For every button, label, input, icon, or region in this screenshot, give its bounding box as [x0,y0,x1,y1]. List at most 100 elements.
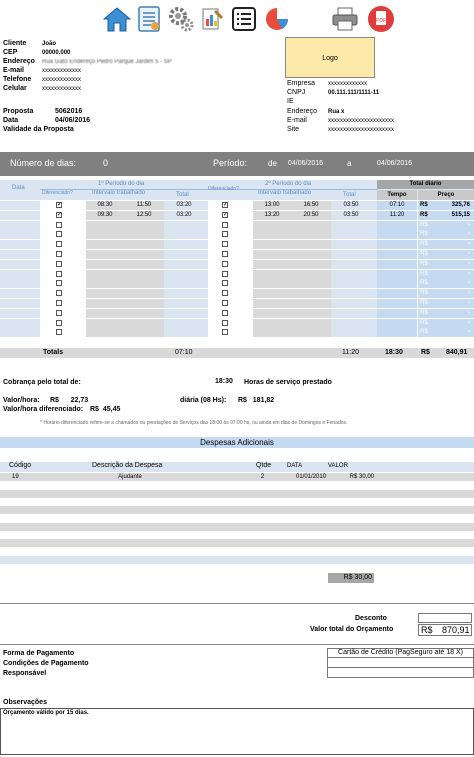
row-out2[interactable] [291,299,331,308]
desconto-input[interactable] [418,613,472,623]
report-button[interactable] [197,4,227,34]
row-in2[interactable] [253,221,291,230]
settings-button[interactable] [166,4,196,34]
row-in2[interactable] [253,309,291,318]
row-out2[interactable] [291,270,331,279]
diferenciado-checkbox[interactable] [222,251,228,257]
expense-row[interactable] [0,547,474,556]
diferenciado-checkbox[interactable] [56,270,62,277]
row-in1[interactable] [86,279,124,288]
diferenciado-checkbox[interactable] [56,329,62,336]
row-out1[interactable] [124,240,164,249]
expense-row[interactable] [0,497,474,506]
row-in1[interactable] [86,319,124,328]
row-in2[interactable]: 13:00 [264,202,280,208]
diferenciado-checkbox[interactable] [56,251,62,257]
row-out2[interactable]: 20:50 [303,211,319,218]
row-in2[interactable] [253,319,291,328]
diferenciado-checkbox[interactable]: ✓ [56,211,63,218]
list-button[interactable] [229,4,259,34]
diferenciado-checkbox[interactable] [56,280,62,287]
row-in1[interactable] [86,309,124,318]
document-button[interactable] [134,4,164,34]
row-out2[interactable] [291,240,331,249]
resp-field[interactable] [327,668,474,678]
row-in2[interactable] [253,240,291,249]
row-out1[interactable] [124,328,164,337]
row-out2[interactable] [291,319,331,328]
row-in2[interactable] [253,279,291,288]
row-in2[interactable] [253,270,291,279]
row-in2[interactable] [253,328,291,337]
diferenciado-checkbox[interactable] [222,231,228,238]
row-in2[interactable] [253,230,291,239]
row-out1[interactable] [124,299,164,308]
diferenciado-checkbox[interactable] [56,319,62,326]
diferenciado-checkbox[interactable]: ✓ [56,202,63,208]
diferenciado-checkbox[interactable] [222,221,228,228]
diferenciado-checkbox[interactable] [56,260,62,267]
row-out2[interactable] [291,289,331,298]
expense-row[interactable] [0,522,474,531]
periodo-a-value[interactable]: 04/06/2016 [377,160,413,167]
expense-row[interactable]: 19 Ajudante 2 01/01/2010 R$ 30,00 [0,473,474,481]
chart-button[interactable] [262,4,292,34]
diferenciado-checkbox[interactable]: ✓ [222,202,229,208]
diferenciado-checkbox[interactable] [56,290,62,297]
diferenciado-checkbox[interactable] [56,300,62,306]
row-out1[interactable] [124,309,164,318]
row-out2[interactable] [291,230,331,239]
row-in1[interactable] [86,328,124,337]
expense-row[interactable] [0,556,474,564]
diferenciado-checkbox[interactable] [56,241,62,248]
row-out1[interactable] [124,250,164,259]
print-button[interactable] [330,4,360,34]
row-out1[interactable] [124,260,164,269]
row-in2[interactable] [253,299,291,308]
row-out2[interactable] [291,309,331,318]
row-in2[interactable]: 13:20 [264,211,280,218]
home-button[interactable] [102,4,132,34]
diferenciado-checkbox[interactable] [222,319,228,326]
dias-value[interactable]: 0 [103,158,109,168]
pdf-button[interactable]: PDF [366,4,396,34]
row-out2[interactable] [291,260,331,269]
row-out1[interactable] [124,230,164,239]
row-out1[interactable] [124,221,164,230]
diferenciado-checkbox[interactable] [222,280,228,287]
row-in1[interactable] [86,289,124,298]
diferenciado-checkbox[interactable] [222,290,228,297]
diferenciado-checkbox[interactable] [222,300,228,306]
row-in1[interactable] [86,221,124,230]
diferenciado-checkbox[interactable] [222,329,228,336]
row-in1[interactable] [86,270,124,279]
row-in2[interactable] [253,250,291,259]
diferenciado-checkbox[interactable] [56,231,62,238]
expense-row[interactable] [0,514,474,523]
row-out1[interactable] [124,279,164,288]
row-in1[interactable] [86,299,124,308]
diferenciado-checkbox[interactable] [222,309,228,316]
row-out2[interactable] [291,250,331,259]
diferenciado-checkbox[interactable]: ✓ [222,211,229,218]
cond-field-box[interactable] [327,658,474,668]
diferenciado-checkbox[interactable] [222,260,228,267]
row-out1[interactable]: 12:50 [136,211,152,218]
row-in1[interactable] [86,260,124,269]
row-in1[interactable] [86,230,124,239]
row-out1[interactable] [124,289,164,298]
diferenciado-checkbox[interactable] [222,241,228,248]
row-out2[interactable]: 16:50 [303,202,319,208]
diferenciado-checkbox[interactable] [56,221,62,228]
expense-row[interactable] [0,506,474,515]
cond-field[interactable]: Cartão de Crédito (PagSeguro até 18 X) [338,649,463,656]
diferenciado-checkbox[interactable] [56,309,62,316]
row-in1[interactable]: 08:30 [97,202,113,208]
row-in1[interactable] [86,250,124,259]
row-in2[interactable] [253,289,291,298]
expense-row[interactable] [0,539,474,548]
row-in1[interactable]: 09:30 [97,211,113,218]
row-in2[interactable] [253,260,291,269]
expense-row[interactable] [0,531,474,540]
expense-row[interactable] [0,489,474,498]
